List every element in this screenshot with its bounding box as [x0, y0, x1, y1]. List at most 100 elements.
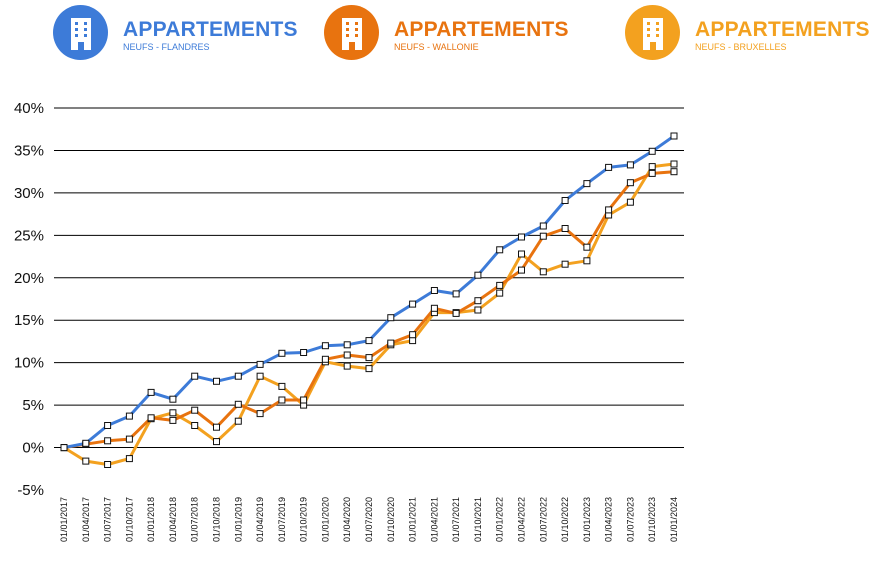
y-tick-label: 0%: [22, 440, 44, 457]
building-icon: [324, 5, 379, 60]
data-point-marker: [321, 342, 329, 350]
data-point-marker: [583, 180, 591, 188]
x-tick-label: 01/07/2019: [277, 497, 287, 542]
data-point-marker: [496, 246, 504, 254]
data-point-marker: [125, 412, 133, 420]
x-tick-label: 01/07/2023: [625, 497, 635, 542]
data-point-marker: [104, 437, 112, 445]
x-tick-label: 01/07/2022: [538, 497, 548, 542]
data-point-marker: [213, 423, 220, 431]
x-tick-label: 01/01/2024: [669, 497, 679, 542]
data-point-marker: [583, 257, 591, 265]
x-tick-label: 01/07/2018: [190, 497, 200, 542]
data-point-marker: [365, 337, 373, 345]
data-point-marker: [256, 360, 264, 368]
y-tick-label: -5%: [17, 482, 44, 499]
data-point-marker: [278, 396, 286, 404]
x-axis-tick-labels: 01/01/2017 01/04/2017 01/07/2017 01/10/2017…: [59, 497, 679, 542]
data-point-marker: [125, 455, 133, 463]
data-point-marker: [300, 396, 308, 404]
grid-lines: [54, 107, 684, 449]
data-point-marker: [670, 132, 678, 140]
data-point-marker: [496, 281, 504, 289]
data-point-marker: [169, 416, 177, 424]
data-point-marker: [169, 395, 177, 403]
legend-subtitle: NEUFS - FLANDRES: [123, 42, 210, 52]
x-tick-label: 01/01/2023: [582, 497, 592, 542]
data-point-marker: [300, 349, 308, 356]
y-axis-tick-labels: -5% 0% 5% 10% 15% 20% 25% 30% 35% 40%: [14, 100, 44, 499]
data-point-marker: [213, 438, 220, 446]
data-point-marker: [539, 268, 547, 276]
legend-subtitle: NEUFS - WALLONIE: [394, 42, 479, 52]
x-tick-label: 01/10/2022: [560, 497, 570, 542]
x-tick-label: 01/04/2018: [168, 497, 178, 542]
y-tick-label: 25%: [14, 227, 44, 244]
x-tick-label: 01/07/2021: [451, 497, 461, 542]
data-point-marker: [387, 339, 395, 347]
data-point-marker: [213, 377, 220, 385]
data-point-marker: [321, 355, 329, 363]
x-tick-label: 01/07/2020: [364, 497, 374, 542]
x-tick-label: 01/04/2022: [517, 497, 527, 542]
data-point-marker: [539, 222, 547, 230]
data-point-marker: [191, 372, 199, 380]
y-tick-label: 15%: [14, 312, 44, 329]
data-point-marker: [60, 444, 68, 452]
x-tick-label: 01/04/2017: [81, 497, 91, 542]
data-point-marker: [365, 354, 373, 362]
data-point-marker: [147, 414, 155, 422]
x-tick-label: 01/04/2021: [429, 497, 439, 542]
legend-subtitle: NEUFS - BRUXELLES: [695, 42, 787, 52]
data-point-marker: [518, 266, 525, 274]
data-point-marker: [539, 232, 547, 240]
data-point-marker: [256, 410, 264, 418]
x-tick-label: 01/10/2018: [212, 497, 222, 542]
data-point-marker: [409, 331, 417, 339]
data-point-marker: [147, 388, 155, 396]
data-point-marker: [605, 206, 613, 214]
x-tick-label: 01/01/2021: [408, 497, 418, 542]
x-tick-label: 01/01/2020: [320, 497, 330, 542]
x-tick-label: 01/01/2017: [59, 497, 69, 542]
data-point-marker: [474, 271, 482, 279]
x-tick-label: 01/01/2022: [495, 497, 505, 542]
x-tick-label: 01/07/2017: [103, 497, 113, 542]
x-tick-label: 01/01/2018: [146, 497, 156, 542]
x-tick-label: 01/04/2019: [255, 497, 265, 542]
legend-title: APPARTEMENTS: [394, 18, 569, 41]
data-point-marker: [452, 290, 460, 298]
legend-title: APPARTEMENTS: [123, 18, 298, 41]
data-point-marker: [626, 161, 634, 169]
data-point-marker: [191, 406, 199, 414]
x-tick-label: 01/10/2017: [124, 497, 134, 542]
data-point-marker: [605, 163, 613, 171]
data-point-marker: [430, 304, 438, 312]
series-markers: [60, 132, 678, 468]
data-point-marker: [365, 365, 373, 373]
x-tick-label: 01/10/2023: [647, 497, 657, 542]
data-point-marker: [561, 260, 569, 268]
data-point-marker: [583, 243, 591, 251]
data-point-marker: [409, 337, 417, 345]
x-tick-label: 01/10/2021: [473, 497, 483, 542]
data-point-marker: [82, 457, 90, 465]
data-point-marker: [278, 382, 286, 390]
data-point-marker: [670, 168, 678, 176]
data-point-marker: [474, 306, 482, 314]
data-point-marker: [343, 362, 351, 370]
data-point-marker: [648, 163, 656, 171]
x-tick-label: 01/10/2020: [386, 497, 396, 542]
data-point-marker: [474, 297, 482, 305]
data-point-marker: [648, 169, 656, 177]
data-point-marker: [518, 233, 525, 241]
data-point-marker: [626, 179, 634, 187]
building-icon: [53, 5, 108, 60]
data-point-marker: [278, 349, 286, 357]
legend-title: APPARTEMENTS: [695, 18, 870, 41]
y-tick-label: 5%: [22, 397, 44, 414]
data-point-marker: [518, 250, 525, 258]
series-lines: [62, 134, 676, 466]
data-point-marker: [234, 372, 242, 380]
